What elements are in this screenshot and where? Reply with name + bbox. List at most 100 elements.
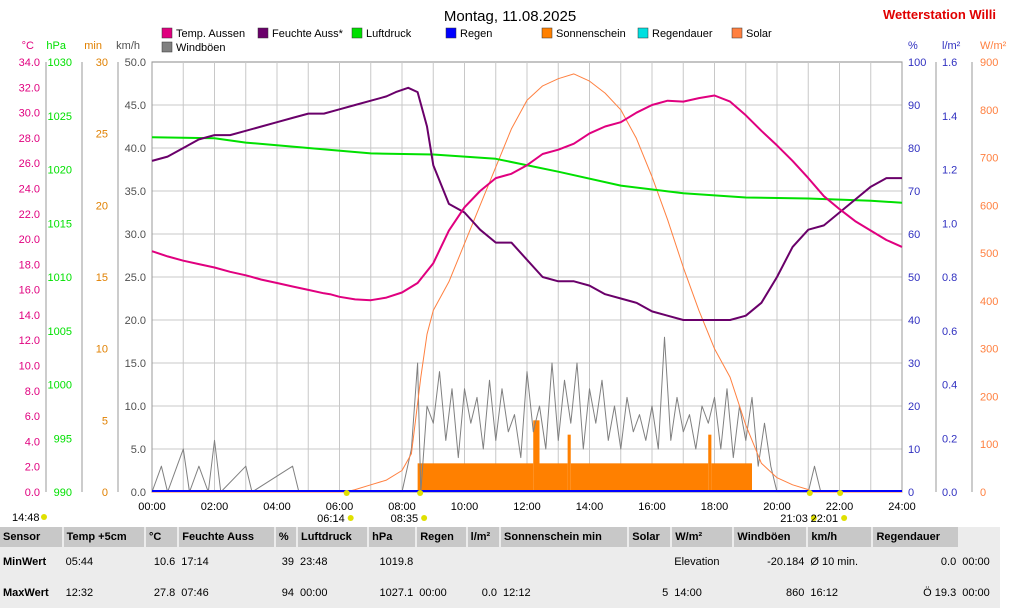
station-title: Wetterstation Willi: [883, 7, 996, 22]
statistics-row: MinWert 05:44 10.6 17:14 39 23:48 1019.8 Elevat…: [0, 547, 1000, 578]
wind-axis-tick: 20.0: [125, 315, 146, 327]
sun-marker-icon: [810, 515, 817, 521]
statistics-row: MaxWert 12:32 27.8 07:46 94 00:00 1027.1 00:00 0…: [0, 578, 1000, 608]
time-markers: 06:14 08:35 21:03 22:01: [41, 490, 848, 525]
statistics-cell: -20.184: [767, 556, 805, 569]
time-marker-label: 21:03: [780, 513, 808, 525]
wind-axis-tick: 35.0: [125, 186, 146, 198]
humidity-axis-tick: 20: [908, 401, 920, 413]
pressure-axis-tick: 1000: [48, 380, 72, 392]
statistics-header-cell: hPa: [368, 527, 418, 547]
sun-marker-icon: [347, 515, 354, 521]
pressure-axis-tick: 990: [54, 487, 72, 499]
sunshine-axis-unit: min: [84, 40, 102, 52]
x-tick-label: 18:00: [701, 501, 729, 513]
statistics-cell: Elevation: [674, 556, 720, 569]
legend-swatch: [541, 27, 553, 39]
legend-swatch: [161, 41, 173, 53]
rain-axis-tick: 0.6: [942, 326, 957, 338]
x-tick-label: 20:00: [763, 501, 791, 513]
statistics-header-cell: W/m²: [671, 527, 735, 547]
x-tick-label: 00:00: [138, 501, 166, 513]
solar-axis-tick: 900: [980, 57, 998, 69]
temp-axis-tick: 8.0: [25, 386, 40, 398]
legend-label: Regendauer: [652, 28, 713, 40]
legend-swatch: [731, 27, 743, 39]
statistics-cell: 00:00: [419, 586, 447, 599]
legend-swatch: [257, 27, 269, 39]
sunshine-bar: [708, 434, 712, 492]
solar-line: [152, 73, 902, 493]
temp-axis-tick: 2.0: [25, 462, 40, 474]
statistics-header-cell: Regendauer: [872, 527, 961, 547]
wind-axis-unit: km/h: [116, 40, 140, 52]
sunshine-bar: [533, 420, 540, 492]
legend-swatch: [637, 27, 649, 39]
statistics-cell: 05:44: [65, 556, 94, 569]
sun-marker-dot: [343, 490, 350, 496]
solar-axis-tick: 0: [980, 487, 986, 499]
solar-axis-unit: W/m²: [980, 40, 1007, 52]
sunshine-axis-tick: 25: [96, 129, 108, 141]
wind-axis-tick: 25.0: [125, 272, 146, 284]
chart-series: [151, 73, 903, 493]
statistics-cell: 0.0: [940, 556, 957, 569]
pressure-axis-tick: 1020: [48, 165, 72, 177]
statistics-cell: 00:00: [299, 586, 328, 599]
wind-axis-tick: 0.0: [131, 487, 146, 499]
wind-axis-tick: 10.0: [125, 401, 146, 413]
statistics-header-row: Sensor Temp +5cm °C Feuchte Auss% Luftdruck h…: [0, 527, 1000, 547]
temp-axis-tick: 24.0: [19, 183, 40, 195]
statistics-header-cell: °C: [145, 527, 180, 547]
statistics-cell: Ø 10 min.: [810, 556, 859, 569]
statistics-cell: [467, 547, 500, 578]
statistics-table: Sensor Temp +5cm °C Feuchte Auss% Luftdruck h…: [0, 527, 1000, 608]
sunshine-bar: [711, 463, 752, 492]
solar-axis-tick: 700: [980, 153, 998, 165]
statistics-cell: 14:00: [674, 586, 702, 599]
temp-axis-tick: 32.0: [19, 82, 40, 94]
time-marker-label: 08:35: [391, 513, 419, 525]
sun-marker-dot: [806, 490, 813, 496]
pressure-axis-tick: 1030: [48, 57, 72, 69]
humidity-axis-tick: 70: [908, 186, 920, 198]
temp-axis-tick: 34.0: [19, 57, 40, 69]
statistics-cell: 27.8: [153, 586, 176, 599]
humidity-axis-tick: 80: [908, 143, 920, 155]
statistics-header-cell: km/h: [807, 527, 874, 547]
sunshine-axis-tick: 15: [96, 272, 108, 284]
statistics-header-cell: Feuchte Auss: [178, 527, 276, 547]
humidity-axis-tick: 30: [908, 358, 920, 370]
rain-axis-tick: 0.8: [942, 272, 957, 284]
temperature-line: [151, 94, 903, 302]
solar-axis-tick: 300: [980, 344, 998, 356]
statistics-cell: 1027.1: [379, 586, 414, 599]
x-tick-label: 02:00: [201, 501, 229, 513]
wind-axis-tick: 45.0: [125, 100, 146, 112]
pressure-axis-tick: 1025: [48, 111, 72, 123]
x-tick-label: 12:00: [513, 501, 541, 513]
pressure-axis-tick: 995: [54, 433, 72, 445]
legend-label: Sonnenschein: [556, 28, 626, 40]
sun-time-marker: 14:48: [12, 512, 40, 524]
x-tick-label: 10:00: [451, 501, 479, 513]
rain-axis-tick: 1.6: [942, 57, 957, 69]
wind-axis-tick: 30.0: [125, 229, 146, 241]
x-tick-label: 14:00: [576, 501, 604, 513]
rain-axis-tick: 0.0: [942, 487, 957, 499]
x-tick-label: 22:00: [826, 501, 854, 513]
sun-marker-dot: [417, 490, 424, 496]
sunshine-axis-tick: 30: [96, 57, 108, 69]
solar-axis-tick: 800: [980, 105, 998, 117]
x-tick-label: 24:00: [888, 501, 916, 513]
temp-axis-tick: 22.0: [19, 209, 40, 221]
humidity-axis-tick: 40: [908, 315, 920, 327]
sunshine-axis-tick: 0: [102, 487, 108, 499]
statistics-cell: 16:12: [810, 586, 838, 599]
sun-marker-dot: [837, 490, 844, 496]
sunshine-bar: [539, 463, 568, 492]
wind-axis-tick: 5.0: [131, 444, 146, 456]
sunshine-bar: [570, 463, 709, 492]
legend-label: Windböen: [176, 42, 226, 54]
statistics-cell: 94: [281, 586, 294, 599]
